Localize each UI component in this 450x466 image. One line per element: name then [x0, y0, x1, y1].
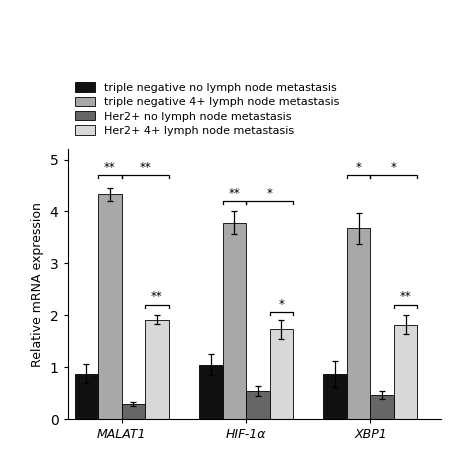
- Text: **: **: [151, 290, 163, 303]
- Bar: [222, 223, 246, 419]
- Bar: [98, 194, 122, 419]
- Bar: [122, 404, 145, 419]
- Text: *: *: [266, 186, 272, 199]
- Bar: [324, 374, 347, 419]
- Text: **: **: [229, 186, 240, 199]
- Bar: [145, 320, 169, 419]
- Bar: [75, 374, 98, 419]
- Y-axis label: Relative mRNA expression: Relative mRNA expression: [31, 202, 44, 367]
- Bar: [370, 395, 394, 419]
- Bar: [246, 391, 270, 419]
- Text: **: **: [139, 161, 151, 173]
- Legend: triple negative no lymph node metastasis, triple negative 4+ lymph node metastas: triple negative no lymph node metastasis…: [73, 80, 342, 138]
- Bar: [199, 365, 222, 419]
- Bar: [347, 228, 370, 419]
- Text: *: *: [279, 298, 284, 311]
- Text: **: **: [400, 290, 412, 303]
- Text: **: **: [104, 161, 116, 173]
- Bar: [270, 329, 293, 419]
- Text: *: *: [391, 161, 397, 173]
- Text: *: *: [356, 161, 362, 173]
- Bar: [394, 325, 418, 419]
